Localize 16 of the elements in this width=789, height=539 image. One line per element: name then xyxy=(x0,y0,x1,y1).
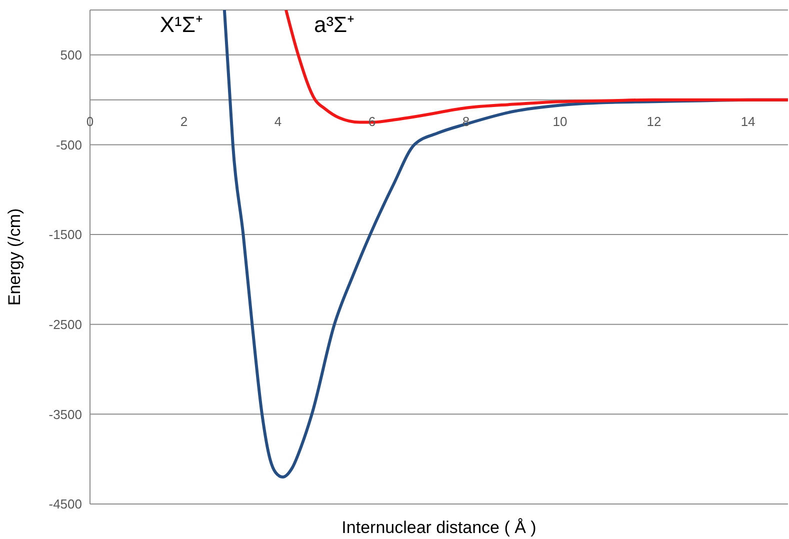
y-tick-label: -4500 xyxy=(48,496,82,512)
x-tick-label: 12 xyxy=(646,114,662,129)
x-tick-label: 6 xyxy=(368,114,376,129)
series-label: a³Σ⁺ xyxy=(314,12,354,37)
y-tick-label: -2500 xyxy=(48,316,82,332)
x-tick-label: 14 xyxy=(740,114,756,129)
y-tick-label: 500 xyxy=(60,48,82,63)
y-axis-title: Energy (/cm) xyxy=(5,208,24,306)
series-label: X¹Σ⁺ xyxy=(160,12,202,37)
x-axis-title: Internuclear distance ( Å ) xyxy=(342,518,536,537)
y-tick-label: -1500 xyxy=(48,227,82,242)
x-tick-label: 2 xyxy=(180,114,188,129)
x-tick-label: 10 xyxy=(552,114,568,129)
x-tick-label: 4 xyxy=(274,114,282,129)
y-tick-label: -500 xyxy=(56,137,82,152)
y-tick-label: -3500 xyxy=(48,406,82,422)
